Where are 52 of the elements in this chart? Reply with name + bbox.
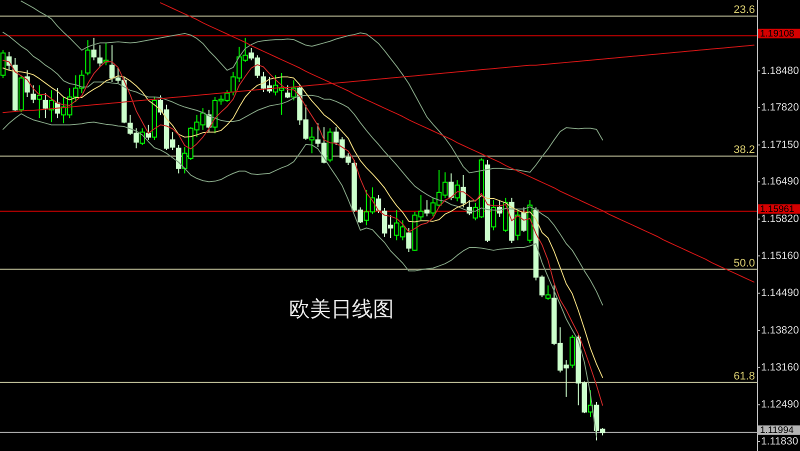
candlestick [97,44,103,68]
y-tick-label: 1.14490 [761,287,800,300]
candlestick [448,172,454,201]
candlestick [327,128,333,163]
candlestick [103,42,109,66]
candlestick [91,37,96,61]
ref-line-label: 1.11994 [760,424,794,436]
ref-line-label: 1.19108 [760,28,794,40]
y-tick-label: 1.11830 [761,436,798,448]
candlestick [376,194,382,214]
candlestick [570,334,575,368]
candlestick [85,40,90,76]
candlestick [140,128,145,146]
y-tick-label: 1.18480 [761,64,800,77]
candlestick [490,200,496,231]
y-tick-label: 1.17820 [761,102,800,114]
y-tick-label: 1.16490 [761,176,800,188]
y-tick-label: 1.13820 [761,324,800,337]
candlestick [176,144,182,174]
line-series [20,0,604,174]
annotation: 61.8 [734,370,755,382]
candlestick [24,70,30,98]
y-tick-label: 1.15160 [761,250,800,262]
candlestick [484,159,490,242]
candlestick [18,74,24,113]
candlestick [30,84,36,104]
annotation: 23.6 [734,4,755,16]
annotation: 50.0 [734,257,755,270]
candlestick [454,180,460,202]
candlestick [42,92,48,119]
candlestick [12,57,18,113]
candlestick [146,124,151,140]
text: 欧美日线图 [289,297,394,321]
candlestick [48,90,54,123]
ref-line-label: 1.15961 [760,203,794,214]
candlestick [460,174,466,208]
y-tick-label: 1.12490 [761,398,800,411]
line-series [2,113,598,438]
candlestick [545,284,551,300]
candlestick [515,210,520,241]
candlestick [0,50,6,79]
candlestick [406,228,412,252]
candlestick [521,206,526,232]
y-tick-label: 1.15820 [761,213,800,226]
candlestick [152,96,158,140]
candlestick [424,200,430,217]
annotation: 38.2 [734,144,755,156]
candlestick [309,126,315,154]
y-tick-label: 1.13160 [761,361,800,374]
candlestick [36,84,42,119]
candlestick [285,84,290,99]
y-tick-label: 1.17150 [761,138,800,151]
